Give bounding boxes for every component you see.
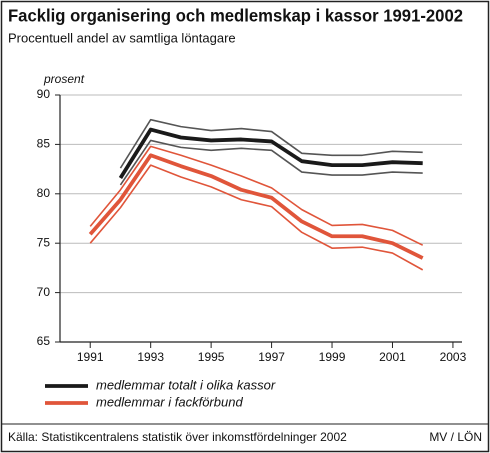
x-tick-label: 1997: [258, 350, 285, 364]
legend-label: medlemmar i fackförbund: [96, 394, 243, 409]
y-axis-label: prosent: [43, 72, 85, 86]
chart-title: Facklig organisering och medlemskap i ka…: [8, 6, 463, 26]
x-tick-label: 1999: [319, 350, 346, 364]
band-upper: [89, 145, 424, 246]
y-tick-label: 65: [37, 334, 51, 348]
series-line: [118, 127, 423, 179]
y-tick-label: 75: [37, 235, 51, 249]
x-tick-label: 1995: [198, 350, 225, 364]
x-tick-label: 2001: [379, 350, 406, 364]
chart-subtitle: Procentuell andel av samtliga löntagare: [8, 30, 236, 45]
y-tick-label: 80: [37, 186, 51, 200]
y-tick-label: 90: [37, 87, 51, 101]
credit: MV / LÖN: [429, 430, 482, 444]
band-lower: [89, 164, 424, 271]
series-line: [88, 153, 424, 260]
x-tick-label: 1993: [137, 350, 164, 364]
x-tick-label: 2003: [440, 350, 467, 364]
legend-label: medlemmar totalt i olika kassor: [96, 377, 276, 392]
y-tick-label: 70: [37, 285, 51, 299]
x-tick-label: 1991: [77, 350, 104, 364]
y-tick-label: 85: [37, 137, 51, 151]
source: Källa: Statistikcentralens statistik öve…: [8, 430, 347, 444]
band-lower: [119, 139, 423, 186]
band-upper: [119, 118, 423, 169]
